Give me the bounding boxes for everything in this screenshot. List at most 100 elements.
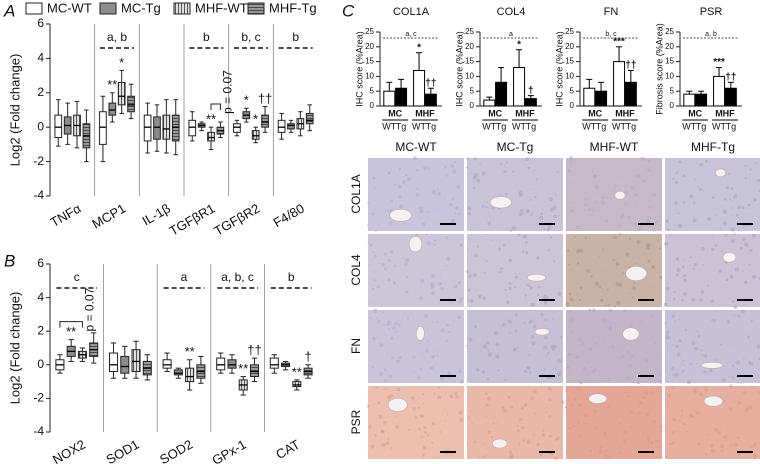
texture — [525, 157, 530, 162]
texture — [387, 258, 391, 263]
texture — [529, 285, 533, 290]
texture — [495, 342, 500, 347]
texture — [473, 187, 476, 190]
box — [207, 131, 215, 142]
texture — [735, 267, 740, 272]
texture — [642, 179, 646, 183]
texture — [587, 171, 589, 173]
texture — [437, 386, 441, 389]
texture — [699, 298, 703, 302]
texture — [512, 347, 517, 352]
legend-label: MHF-Tg — [269, 0, 317, 15]
texture — [459, 243, 463, 247]
x-tick-label: F4/80 — [271, 201, 307, 231]
texture — [703, 385, 707, 389]
x-tick-label: Tg — [396, 121, 407, 131]
texture — [405, 258, 410, 263]
texture — [522, 212, 525, 214]
texture — [543, 228, 546, 230]
texture — [459, 297, 463, 301]
texture — [614, 184, 618, 188]
bar — [595, 90, 608, 107]
texture — [384, 387, 387, 390]
texture — [421, 436, 423, 438]
texture — [674, 373, 679, 377]
texture — [575, 225, 581, 230]
texture — [550, 236, 553, 239]
texture — [525, 251, 529, 255]
texture — [646, 436, 651, 441]
texture — [619, 446, 622, 449]
y-tick-label: 20 — [665, 42, 674, 51]
group-letters: a, c — [405, 31, 417, 38]
texture — [489, 215, 491, 218]
texture — [526, 365, 531, 370]
texture — [481, 204, 485, 208]
texture — [536, 256, 540, 260]
chart-title: PSR — [700, 6, 723, 18]
texture — [520, 406, 524, 410]
texture — [644, 390, 649, 396]
vessel — [614, 191, 626, 200]
texture — [624, 190, 629, 195]
chart-title: FN — [604, 6, 619, 18]
vessel — [622, 327, 640, 341]
texture — [444, 165, 447, 169]
texture — [710, 320, 712, 322]
legend-label: MHF-WT — [195, 0, 248, 15]
texture — [720, 449, 724, 453]
texture — [730, 187, 734, 191]
x-tick-label: WT — [612, 121, 626, 131]
texture — [710, 443, 715, 448]
y-tick-label: 15 — [365, 57, 374, 66]
vessel — [722, 252, 737, 263]
texture — [571, 331, 575, 334]
y-tick-label: 0 — [37, 119, 44, 133]
bar — [683, 93, 696, 107]
y-tick-label: 5 — [570, 86, 575, 95]
texture — [397, 184, 402, 189]
texture — [395, 424, 400, 429]
y-tick-label: 0 — [37, 357, 44, 371]
texture — [714, 243, 718, 248]
texture — [577, 338, 582, 342]
texture — [653, 420, 656, 423]
texture — [385, 441, 390, 446]
texture — [697, 186, 700, 188]
texture — [615, 266, 618, 269]
significance: ** — [185, 344, 195, 359]
texture — [376, 319, 381, 324]
texture — [503, 378, 507, 382]
texture — [604, 304, 607, 307]
micrograph — [665, 234, 760, 307]
group-letters: b, c — [241, 30, 260, 44]
texture — [623, 215, 625, 218]
texture — [473, 157, 477, 161]
texture — [445, 324, 447, 326]
legend-swatch — [173, 2, 191, 15]
texture — [678, 160, 682, 164]
texture — [393, 281, 396, 284]
texture — [517, 429, 521, 433]
texture — [405, 275, 409, 279]
texture — [374, 434, 377, 437]
bar — [483, 99, 496, 107]
texture — [749, 340, 751, 342]
texture — [701, 263, 704, 267]
texture — [366, 404, 370, 408]
texture — [539, 452, 544, 457]
texture — [619, 215, 624, 219]
texture — [652, 192, 657, 197]
group-label: MC — [688, 108, 702, 118]
texture — [719, 395, 721, 398]
texture — [692, 218, 697, 223]
texture — [393, 183, 397, 186]
texture — [414, 416, 418, 419]
texture — [398, 204, 404, 209]
texture — [742, 390, 747, 395]
texture — [585, 414, 589, 417]
texture — [367, 242, 369, 244]
y-tick-label: 0 — [470, 101, 475, 110]
texture — [517, 443, 521, 446]
texture — [500, 162, 503, 165]
